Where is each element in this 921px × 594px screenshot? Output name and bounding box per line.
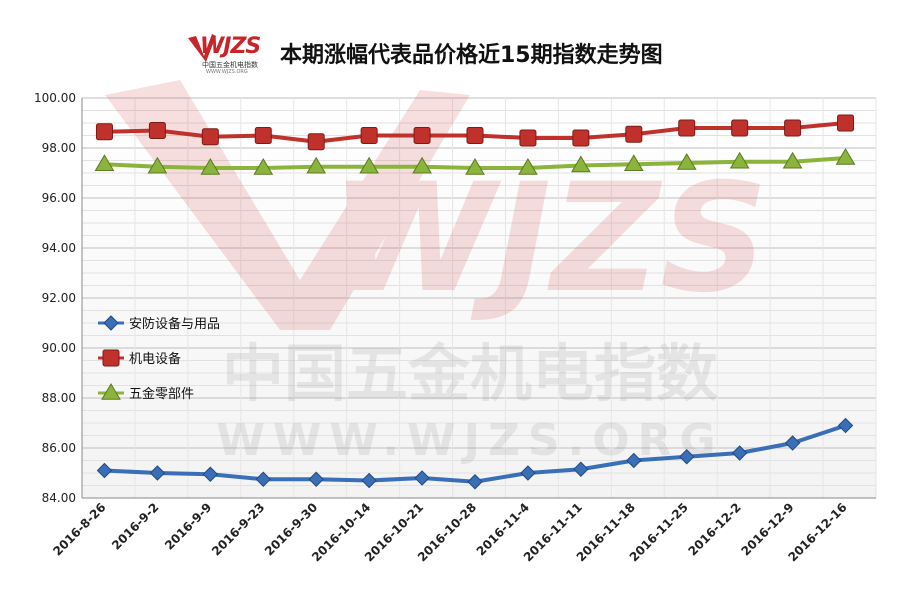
electromechanical-equipment-point [784,119,802,137]
legend-label: 五金零部件 [129,386,194,402]
electromechanical-equipment-point [254,127,272,144]
title-bar: WJZS 中国五金机电指数 WWW.WJZS.ORG 本期涨幅代表品价格近15期… [186,28,663,78]
security-equipment-point [96,462,113,479]
x-tick-label: 2016-12-9 [738,500,796,558]
y-tick-label: 88.00 [42,391,76,405]
logo-swoosh-icon [188,34,216,62]
electromechanical-equipment-point [148,122,166,139]
hardware-parts-point [676,153,697,170]
security-equipment-point [308,471,324,487]
hardware-parts-point [623,154,644,172]
electromechanical-equipment-point [519,129,537,147]
logo-mark: WJZS [200,34,261,59]
x-tick-label: 2016-9-9 [162,500,214,552]
hardware-parts-point [94,154,115,172]
y-tick-label: 84.00 [42,491,76,505]
y-tick-label: 90.00 [42,341,76,355]
legend-hardware-parts-point [101,383,121,400]
series-electromechanical-equipment [95,114,855,151]
electromechanical-equipment-point [360,127,378,144]
security-equipment-point [837,417,854,434]
hardware-parts-point [306,156,327,174]
legend-electromechanical-equipment-point [102,349,120,367]
x-tick-label: 2016-9-30 [262,500,320,558]
security-equipment-point [626,452,642,469]
series-security-equipment [96,417,854,490]
y-tick-label: 94.00 [42,241,76,255]
x-tick-label: 2016-9-23 [209,500,267,558]
series-hardware-parts [94,148,856,175]
chart-title: 本期涨幅代表品价格近15期指数走势图 [280,43,663,68]
y-tick-label: 96.00 [42,191,76,205]
electromechanical-equipment-point [413,127,431,144]
security-equipment-point [414,470,430,486]
legend-security-equipment-point [103,315,119,331]
electromechanical-equipment-point [837,114,855,132]
security-equipment-point [149,465,166,481]
hardware-parts-point [835,148,856,165]
hardware-parts-point [200,158,221,175]
security-equipment-point [520,465,536,481]
watermark-swoosh [105,80,470,330]
y-tick-label: 92.00 [42,291,76,305]
security-equipment-point [573,461,589,477]
security-equipment-point [202,466,219,482]
y-tick-labels: 84.00 86.00 88.00 90.00 92.00 94.00 96.00 98.00… [34,91,76,505]
hardware-parts-point [729,151,750,169]
legend-label: 安防设备与用品 [129,316,220,332]
hardware-parts-point [570,155,591,173]
logo-name: 中国五金机电指数 [202,61,258,69]
x-tick-label: 2016-8-26 [50,500,108,558]
legend-label: 机电设备 [129,351,181,367]
y-tick-label: 86.00 [42,441,76,455]
security-equipment-point [679,449,695,465]
watermark-mark: WJZS [330,152,768,326]
hardware-parts-point [465,158,485,175]
hardware-parts-point [782,151,803,169]
security-equipment-point [255,471,271,487]
security-equipment-point [784,435,801,451]
x-tick-label: 2016-9-2 [109,500,161,552]
x-tick-label: 2016-12-2 [686,500,744,558]
electromechanical-equipment-point [678,119,696,137]
hardware-parts-point [253,158,274,175]
hardware-parts-point [412,156,432,174]
y-tick-label: 100.00 [34,91,76,105]
electromechanical-equipment-point [466,127,484,144]
logo: WJZS 中国五金机电指数 WWW.WJZS.ORG [186,30,278,76]
y-tick-label: 98.00 [42,141,76,155]
security-equipment-point [361,472,377,489]
hardware-parts-point [359,156,380,174]
security-equipment-point [467,474,483,490]
electromechanical-equipment-point [307,133,325,151]
axes [81,98,876,499]
hardware-parts-point [518,158,538,175]
security-equipment-point [731,445,748,461]
electromechanical-equipment-point [201,128,219,146]
logo-url: WWW.WJZS.ORG [206,69,248,75]
x-tick-label: 2016-11-4 [474,500,532,558]
x-tick-labels: 2016-8-26 2016-9-2 2016-9-92016-9-232016-9… [50,500,849,564]
electromechanical-equipment-point [572,129,590,147]
series-group [94,114,856,490]
hardware-parts-point [147,156,168,174]
electromechanical-equipment-point [731,119,749,137]
watermark-name: 中国五金机电指数 [222,337,718,410]
electromechanical-equipment-point [95,123,113,141]
electromechanical-equipment-point [625,125,643,143]
